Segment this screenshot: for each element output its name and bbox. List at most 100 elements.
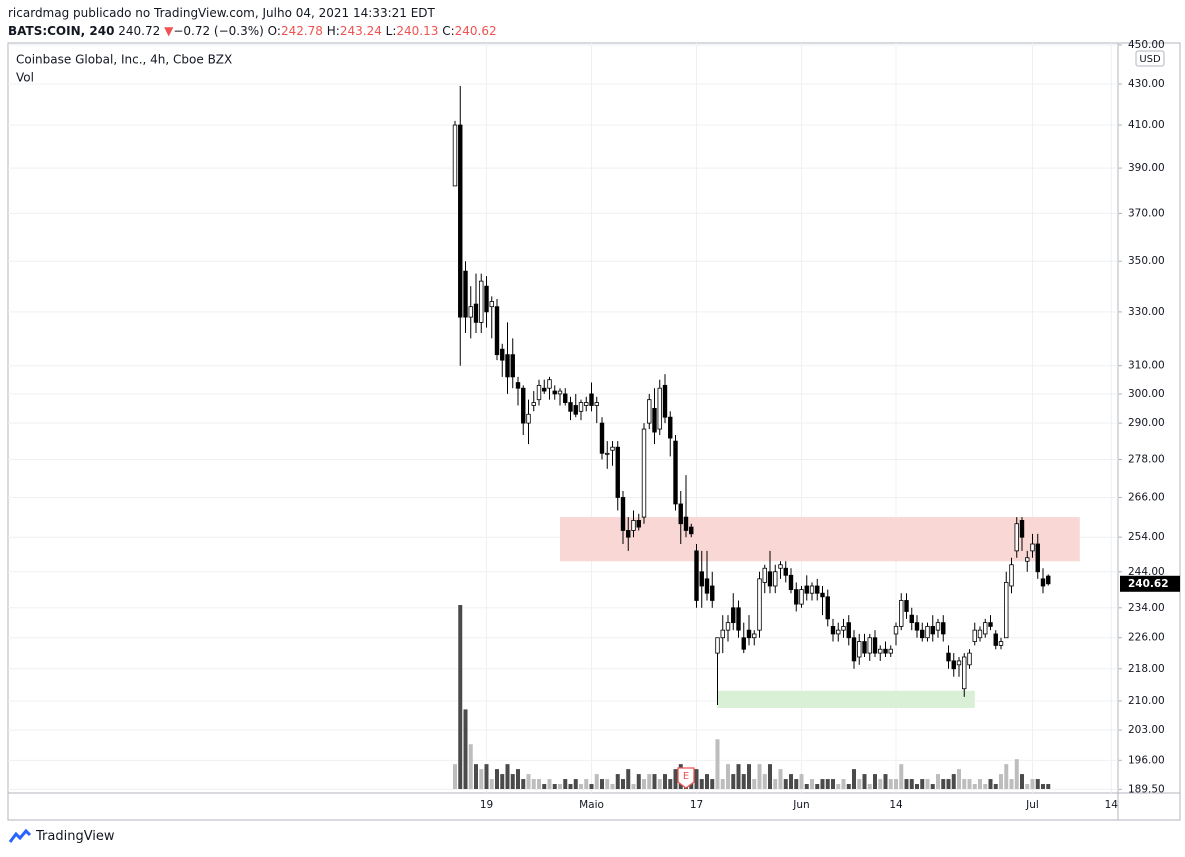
candle-body [956,660,962,666]
candle-body [578,402,584,412]
candle-body [930,625,935,635]
candle-body [767,571,773,587]
c-value: 240.62 [454,24,497,38]
volume-bar [589,784,594,789]
candle-body [731,607,736,624]
candle-body [589,393,594,406]
y-tick-label: 189.50 [1128,783,1165,795]
candle-body [809,585,815,594]
candle-body [605,452,610,455]
candle-body [473,303,479,323]
volume-bar [867,784,872,789]
volume-bar [510,774,515,789]
candle-body [652,407,657,433]
y-tick-label: 244.00 [1128,566,1165,578]
candle-body [536,384,542,401]
volume-bar [505,764,510,789]
candle-body [510,354,515,378]
candle-body [521,387,526,424]
candle-body [479,280,484,323]
volume-bar [836,784,841,789]
volume-bar [552,784,557,789]
volume-bar [547,779,552,789]
x-tick-label: 19 [480,799,493,811]
volume-bar [993,784,998,789]
volume-bar [726,764,730,789]
last: 240.72 [118,24,161,38]
arrow: ▼ [164,24,174,38]
candle-body [862,641,867,654]
volume-bar [1009,779,1014,789]
candle-body [542,387,547,392]
volume-bar [705,774,709,789]
volume-bar [521,779,526,789]
volume-bar [479,769,484,789]
candle-body [799,589,804,605]
c-label: C: [442,24,455,38]
candle-body [888,648,893,654]
candle-body [857,641,862,658]
last-price-label: 240.62 [1128,578,1169,590]
volume-bar [668,779,673,789]
candle-body [878,648,883,654]
volume-bar [615,774,620,789]
volume-bar [710,779,715,789]
volume-bar [904,779,909,789]
volume-bar [888,779,893,789]
candle-body [689,526,694,535]
volume-bar [883,774,888,789]
chart-title: Coinbase Global, Inc., 4h, Cboe BZX [16,53,232,67]
volume-bar [600,779,604,789]
volume-bar [573,779,578,789]
candle-body [998,641,1004,646]
candle-body [914,622,920,631]
candle-body [820,592,825,598]
volume-bar [500,774,505,789]
volume-label: Vol [16,71,34,85]
candle-body [584,402,589,406]
y-tick-label: 210.00 [1128,695,1165,707]
volume-bar [967,779,972,789]
volume-bar [846,784,851,789]
volume-bar [537,779,541,789]
event-marker [677,767,695,789]
volume-bar [783,779,788,789]
volume-bar [663,774,667,789]
candle-body [778,564,783,569]
y-tick-label: 254.00 [1128,531,1165,543]
candle-body [1030,543,1035,552]
x-tick-label: Maio [579,799,604,811]
volume-bar [957,769,961,789]
candle-body [977,629,983,639]
zone [560,517,1080,562]
logo-shape [8,828,32,843]
currency: USD [1139,54,1161,65]
candle-body [557,390,563,395]
x-tick-label: 14 [889,799,903,811]
candle-body [636,520,641,528]
event-label: E [683,771,689,782]
candle-body [983,622,988,635]
y-tick-label: 203.00 [1128,724,1165,736]
candle-body [715,637,720,654]
candle-body [1009,564,1014,587]
volume-bar [579,784,583,789]
candle-body [494,306,500,356]
volume-bar [752,779,757,789]
candle-body [967,652,972,666]
h-value: 243.24 [339,24,382,38]
candle-body [484,285,489,313]
candle-body [899,600,904,627]
l-value: 240.13 [396,24,439,38]
candle-body [1035,543,1040,573]
volume-bar [1004,764,1009,789]
volume-bar [768,764,772,789]
volume-bar [673,769,678,789]
symbol: BATS:COIN, 240 [8,24,115,38]
candle-body [962,656,967,690]
candle-body [788,574,794,590]
volume-bar [453,764,457,789]
plot: E [452,86,1080,789]
volume-bar [468,744,473,789]
